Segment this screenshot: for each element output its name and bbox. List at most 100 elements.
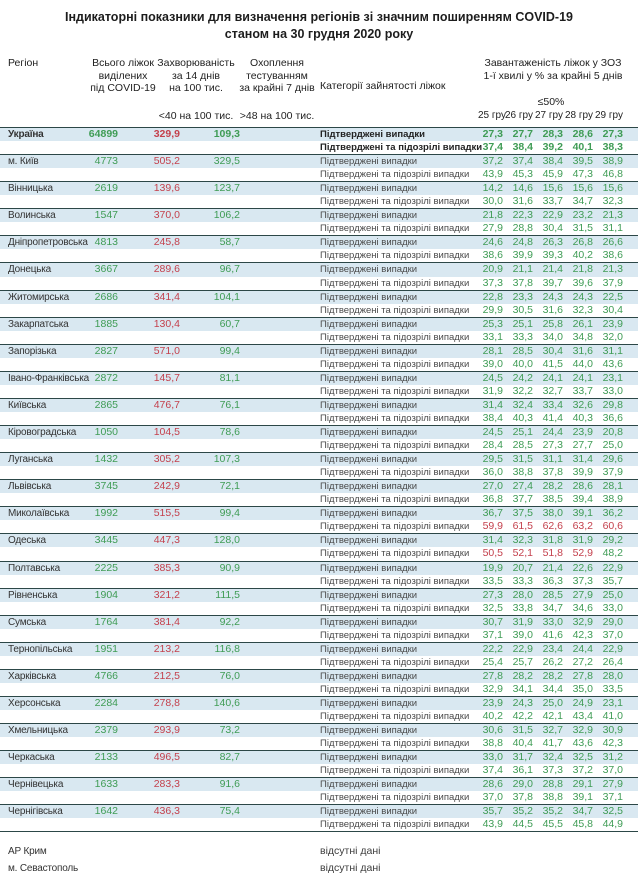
day-value-cell: 38,6 [482, 249, 503, 262]
day-value-cell: 32,5 [602, 805, 623, 818]
beds-cell: 1904 [94, 588, 118, 601]
region-name-cell: Херсонська [8, 697, 61, 709]
region-name-cell: Київська [8, 399, 47, 411]
day-value-cell: 31,7 [512, 751, 533, 764]
day-value-cell: 15,6 [602, 182, 623, 195]
header-testing-threshold: >48 на 100 тис. [239, 110, 315, 122]
day-value-cell: 35,2 [512, 805, 533, 818]
day-value-cell: 21,3 [602, 263, 623, 276]
region-name-cell: Полтавська [8, 562, 60, 574]
day-value-cell: 31,6 [542, 303, 563, 316]
day-value-cell: 34,7 [572, 805, 593, 818]
header-day-5: 29 гру [595, 110, 623, 121]
region-name-cell: АР Крим [8, 846, 47, 857]
day-value-cell: 39,4 [572, 493, 593, 506]
beds-cell: 3667 [94, 263, 118, 276]
category-label-cell: Підтверджені та підозрілі випадки [320, 683, 470, 695]
table-row: Підтверджені та підозрілі випадки 59,9 61,… [0, 520, 638, 533]
day-value-cell: 30,7 [482, 615, 503, 628]
incidence-cell: 293,9 [153, 724, 180, 737]
day-value-cell: 30,0 [482, 195, 503, 208]
category-label-cell: Підтверджені та підозрілі випадки [320, 792, 470, 804]
table-row: Дніпропетровська 4813 245,8 58,7 Підтверджен… [0, 235, 638, 250]
beds-cell: 1951 [94, 642, 118, 655]
day-value-cell: 26,2 [542, 655, 563, 668]
day-value-cell: 61,5 [512, 520, 533, 533]
table-row: Харківська 4766 212,5 76,0 Підтверджені випа… [0, 668, 638, 683]
category-label-cell: Підтверджені та підозрілі випадки [320, 250, 470, 262]
day-value-cell: 37,0 [602, 628, 623, 641]
day-value-cell: 27,3 [482, 588, 503, 601]
incidence-cell: 212,5 [153, 669, 180, 682]
testing-cell: 96,7 [219, 263, 240, 276]
day-value-cell: 31,5 [512, 453, 533, 466]
day-value-cell: 43,9 [482, 818, 503, 831]
day-value-cell: 39,0 [512, 628, 533, 641]
table-row: Донецька 3667 289,6 96,7 Підтверджені випадк… [0, 262, 638, 277]
day-value-cell: 37,0 [482, 791, 503, 804]
day-value-cell: 40,1 [572, 141, 593, 154]
day-value-cell: 25,0 [602, 439, 623, 452]
table-row: Підтверджені та підозрілі випадки 37,1 39,… [0, 629, 638, 642]
day-value-cell: 38,4 [482, 411, 503, 424]
day-value-cell: 28,0 [602, 669, 623, 682]
category-label-cell: Підтверджені та підозрілі випадки [320, 142, 483, 154]
day-value-cell: 27,9 [482, 222, 503, 235]
day-value-cell: 31,9 [572, 534, 593, 547]
category-label-cell: Підтверджені та підозрілі випадки [320, 440, 470, 452]
day-value-cell: 28,6 [572, 128, 593, 140]
day-value-cell: 27,9 [602, 778, 623, 791]
day-value-cell: 30,9 [602, 724, 623, 737]
day-value-cell: 38,9 [602, 155, 623, 168]
day-value-cell: 24,1 [542, 371, 563, 384]
region-name-cell: Рівненська [8, 589, 58, 601]
day-value-cell: 23,9 [602, 317, 623, 330]
table-row: Підтверджені та підозрілі випадки 30,0 31,… [0, 195, 638, 208]
beds-cell: 2225 [94, 561, 118, 574]
beds-cell: 2379 [94, 724, 118, 737]
day-value-cell: 25,1 [512, 426, 533, 439]
no-data-label: відсутні дані [320, 845, 381, 857]
day-value-cell: 51,8 [542, 547, 563, 560]
day-value-cell: 25,1 [512, 317, 533, 330]
category-label-cell: Підтверджені та підозрілі випадки [320, 819, 470, 831]
testing-cell: 128,0 [213, 534, 240, 547]
day-value-cell: 24,2 [512, 371, 533, 384]
category-label-cell: Підтверджені випадки [320, 670, 418, 682]
table-row: Україна 64899 329,9 109,3 Підтверджені випад… [0, 127, 638, 142]
day-value-cell: 34,8 [572, 330, 593, 343]
testing-cell: 116,8 [214, 642, 241, 655]
beds-cell: 64899 [88, 128, 118, 140]
day-value-cell: 35,7 [482, 805, 503, 818]
day-value-cell: 31,5 [512, 724, 533, 737]
day-value-cell: 31,4 [572, 453, 593, 466]
day-value-cell: 32,4 [542, 751, 563, 764]
category-label-cell: Підтверджені випадки [320, 779, 418, 791]
table-row: Підтверджені та підозрілі випадки 27,9 28,… [0, 222, 638, 235]
table-row: Закарпатська 1885 130,4 60,7 Підтверджені ви… [0, 316, 638, 331]
incidence-cell: 571,0 [153, 344, 180, 357]
table-row: Рівненська 1904 321,2 111,5 Підтверджені вип… [0, 587, 638, 602]
testing-cell: 58,7 [219, 236, 240, 249]
incidence-cell: 436,3 [153, 805, 180, 818]
day-value-cell: 33,3 [512, 330, 533, 343]
day-value-cell: 32,0 [602, 330, 623, 343]
day-value-cell: 38,8 [482, 737, 503, 750]
incidence-cell: 104,5 [153, 426, 180, 439]
header-category: Категорії зайнятості ліжок [320, 80, 446, 92]
day-value-cell: 32,5 [572, 751, 593, 764]
day-value-cell: 15,6 [542, 182, 563, 195]
table-row: Чернігівська 1642 436,3 75,4 Підтверджені ви… [0, 804, 638, 819]
day-value-cell: 36,8 [482, 493, 503, 506]
day-value-cell: 31,1 [542, 453, 563, 466]
day-value-cell: 24,3 [512, 696, 533, 709]
day-value-cell: 45,9 [542, 168, 563, 181]
day-value-cell: 27,9 [572, 588, 593, 601]
day-value-cell: 27,4 [512, 480, 533, 493]
day-value-cell: 45,5 [542, 818, 563, 831]
day-value-cell: 31,5 [572, 222, 593, 235]
beds-cell: 2133 [94, 751, 118, 764]
table-row: Чернівецька 1633 283,3 91,6 Підтверджені вип… [0, 777, 638, 792]
day-value-cell: 37,8 [542, 466, 563, 479]
table-row: Луганська 1432 305,2 107,3 Підтверджені випа… [0, 452, 638, 467]
